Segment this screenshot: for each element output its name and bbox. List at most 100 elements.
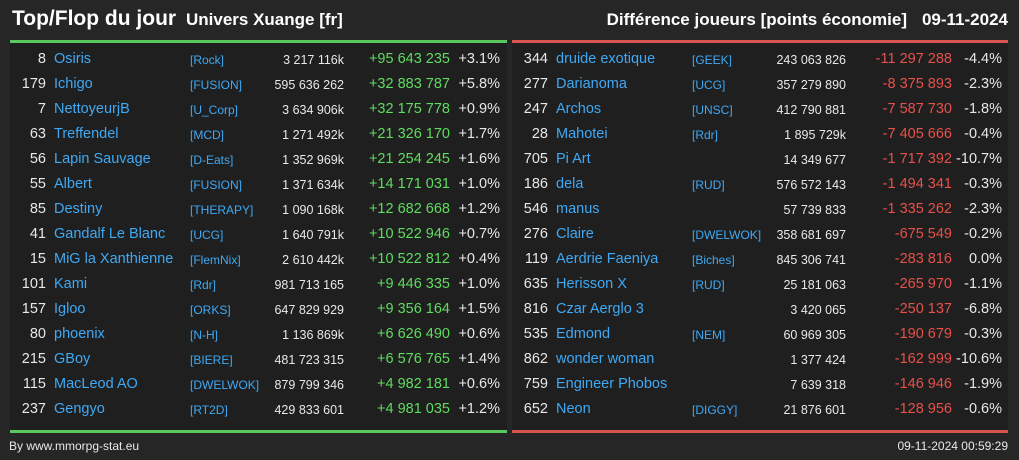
player-guild-link[interactable]: [U_Corp]	[190, 103, 239, 117]
player-guild-link[interactable]: [Rdr]	[190, 278, 217, 292]
player-guild-link[interactable]: [D-Eats]	[190, 153, 234, 167]
player-name-link[interactable]: Ichigo	[54, 76, 93, 92]
player-guild-link[interactable]: [RT2D]	[190, 403, 228, 417]
player-name-link[interactable]: Neon	[556, 401, 591, 417]
player-rank: 546	[523, 201, 548, 217]
player-guild-link[interactable]: [RUD]	[692, 278, 725, 292]
player-name-link[interactable]: Gengyo	[54, 401, 105, 417]
player-name-link[interactable]: Engineer Phobos	[556, 376, 668, 392]
player-name-link[interactable]: manus	[556, 201, 600, 217]
player-name-link[interactable]: Herisson X	[556, 276, 627, 292]
percent-change: +1.5%	[458, 301, 500, 317]
player-name-link[interactable]: Treffendel	[54, 126, 119, 142]
player-rank: 56	[29, 151, 46, 167]
player-row: 277 Darianoma [UCG] 357 279 890 -8 375 893 -2…	[512, 72, 1008, 97]
player-guild-link[interactable]: [Rock]	[190, 53, 225, 67]
player-points: 357 279 890	[776, 78, 846, 92]
player-name-link[interactable]: Kami	[54, 276, 88, 292]
player-name-link[interactable]: NettoyeurjB	[54, 101, 130, 117]
player-row: 28 Mahotei [Rdr] 1 895 729k -7 405 666 -0.4%	[512, 122, 1008, 147]
player-guild-link[interactable]: [DWELWOK]	[190, 378, 260, 392]
player-guild-link[interactable]: [FUSION]	[190, 78, 243, 92]
player-guild-link[interactable]: [FlemNix]	[190, 253, 241, 267]
percent-change: +0.7%	[458, 226, 500, 242]
player-rank: 816	[523, 301, 548, 317]
player-row: 101 Kami [Rdr] 981 713 165 +9 446 335 +1.0%	[10, 272, 507, 297]
player-name-link[interactable]: MacLeod AO	[54, 376, 138, 392]
player-rank: 535	[523, 326, 548, 342]
header: Top/Flop du jour Univers Xuange [fr] Dif…	[0, 0, 1019, 40]
points-difference: +6 626 490	[377, 326, 450, 342]
points-difference: +4 982 181	[377, 376, 450, 392]
player-guild-link[interactable]: [UCG]	[692, 78, 726, 92]
player-guild-link[interactable]: [BIERE]	[190, 353, 233, 367]
player-guild-link[interactable]: [DIGGY]	[692, 403, 738, 417]
player-name-link[interactable]: phoenix	[54, 326, 105, 342]
player-guild-link[interactable]: [THERAPY]	[190, 203, 254, 217]
player-name-link[interactable]: Lapin Sauvage	[54, 151, 151, 167]
percent-change: +0.6%	[458, 326, 500, 342]
points-difference: -250 137	[894, 301, 952, 317]
player-guild-link[interactable]: [RUD]	[692, 178, 725, 192]
player-row: 816 Czar Aerglo 3 3 420 065 -250 137 -6.8%	[512, 297, 1008, 322]
player-name-link[interactable]: dela	[556, 176, 584, 192]
player-guild-link[interactable]: [FUSION]	[190, 178, 243, 192]
player-row: 652 Neon [DIGGY] 21 876 601 -128 956 -0.6%	[512, 397, 1008, 422]
player-guild-link[interactable]: [MCD]	[190, 128, 224, 142]
player-name-link[interactable]: Pi Art	[556, 151, 591, 167]
player-guild-link[interactable]: [GEEK]	[692, 53, 733, 67]
percent-change: +1.2%	[458, 201, 500, 217]
points-difference: +21 254 245	[368, 151, 450, 167]
player-row: 546 manus 57 739 833 -1 335 262 -2.3%	[512, 197, 1008, 222]
footer-source[interactable]: By www.mmorpg-stat.eu	[9, 439, 140, 453]
player-guild-link[interactable]: [NEM]	[692, 328, 726, 342]
player-name-link[interactable]: Archos	[556, 101, 602, 117]
player-guild-link[interactable]: [DWELWOK]	[692, 228, 762, 242]
player-rank: 179	[21, 76, 46, 92]
player-row: 15 MiG la Xanthienne [FlemNix] 2 610 442k +1…	[10, 247, 507, 272]
player-rank: 15	[29, 251, 46, 267]
player-name-link[interactable]: Destiny	[54, 201, 103, 217]
player-rank: 186	[523, 176, 548, 192]
player-name-link[interactable]: Gandalf Le Blanc	[54, 226, 166, 242]
player-guild-link[interactable]: [Rdr]	[692, 128, 719, 142]
player-points: 879 799 346	[274, 378, 344, 392]
player-row: 344 druide exotique [GEEK] 243 063 826 -11 2…	[512, 47, 1008, 72]
player-name-link[interactable]: druide exotique	[556, 51, 656, 67]
player-name-link[interactable]: Mahotei	[556, 126, 608, 142]
points-difference: -190 679	[894, 326, 952, 342]
player-name-link[interactable]: Czar Aerglo 3	[556, 301, 644, 317]
player-name-link[interactable]: Edmond	[556, 326, 611, 342]
player-name-link[interactable]: MiG la Xanthienne	[54, 251, 174, 267]
percent-change: -0.4%	[964, 126, 1002, 142]
player-name-link[interactable]: Albert	[54, 176, 92, 192]
percent-change: +5.8%	[458, 76, 500, 92]
player-row: 862 wonder woman 1 377 424 -162 999 -10.6%	[512, 347, 1008, 372]
percent-change: 0.0%	[968, 251, 1002, 267]
player-points: 1 371 634k	[282, 178, 344, 192]
player-name-link[interactable]: Osiris	[54, 51, 92, 67]
player-points: 576 572 143	[776, 178, 846, 192]
percent-change: +1.7%	[458, 126, 500, 142]
player-guild-link[interactable]: [UNSC]	[692, 103, 733, 117]
player-name-link[interactable]: GBoy	[54, 351, 91, 367]
player-name-link[interactable]: Claire	[556, 226, 594, 242]
player-rank: 652	[523, 401, 548, 417]
percent-change: +1.4%	[458, 351, 500, 367]
player-guild-link[interactable]: [Biches]	[692, 253, 735, 267]
player-guild-link[interactable]: [N-H]	[190, 328, 218, 342]
player-name-link[interactable]: wonder woman	[556, 351, 655, 367]
points-difference: +32 175 778	[368, 101, 450, 117]
player-points: 1 377 424	[790, 353, 846, 367]
player-guild-link[interactable]: [UCG]	[190, 228, 224, 242]
player-name-link[interactable]: Darianoma	[556, 76, 627, 92]
player-name-link[interactable]: Aerdrie Faeniya	[556, 251, 659, 267]
player-row: 179 Ichigo [FUSION] 595 636 262 +32 883 787 +…	[10, 72, 507, 97]
player-points: 595 636 262	[274, 78, 344, 92]
player-rank: 55	[29, 176, 46, 192]
player-rank: 237	[21, 401, 46, 417]
points-difference: -1 335 262	[882, 201, 952, 217]
points-difference: +95 643 235	[368, 51, 450, 67]
player-guild-link[interactable]: [ORKS]	[190, 303, 231, 317]
player-name-link[interactable]: Igloo	[54, 301, 86, 317]
